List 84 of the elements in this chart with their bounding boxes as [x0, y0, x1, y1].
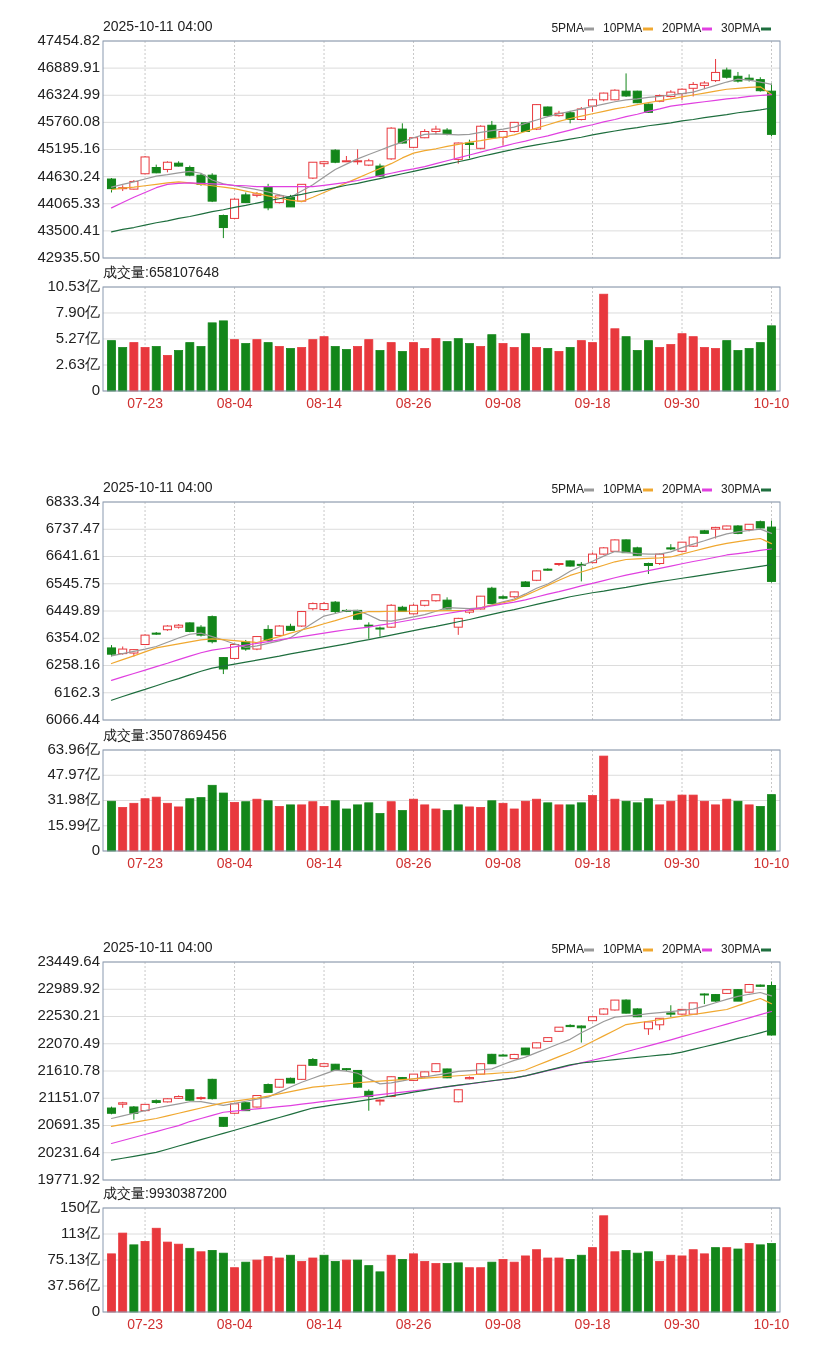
x-tick-label: 09-08 — [485, 855, 522, 871]
y-tick-label: 0 — [91, 1301, 100, 1319]
y-tick-label: 22070.49 — [37, 1033, 100, 1051]
legend-label: 20PMA — [662, 21, 702, 36]
y-tick-label: 75.13亿 — [47, 1249, 100, 1267]
legend-label: 30PMA — [721, 482, 761, 497]
legend-label: 10PMA — [603, 482, 643, 497]
x-tick-label: 07-23 — [127, 1316, 164, 1332]
y-tick-label: 6545.75 — [45, 573, 100, 591]
y-tick-label: 15.99亿 — [47, 815, 100, 833]
y-tick-label: 5.27亿 — [55, 328, 100, 346]
x-tick-label: 07-23 — [127, 395, 164, 411]
y-tick-label: 21610.78 — [37, 1060, 100, 1078]
y-tick-label: 46324.99 — [37, 85, 100, 103]
y-tick-label: 6449.89 — [45, 600, 100, 618]
chart-title: 成交量:9930387200 — [103, 1185, 227, 1201]
chart-title: 2025-10-11 04:00 — [103, 18, 213, 34]
y-tick-label: 6737.47 — [45, 519, 100, 537]
chart-title: 2025-10-11 04:00 — [103, 939, 213, 955]
x-tick-label: 09-30 — [664, 855, 701, 871]
chart-title: 成交量:3507869456 — [103, 727, 227, 743]
x-tick-label: 10-10 — [753, 855, 790, 871]
legend-label: 20PMA — [662, 942, 702, 957]
y-tick-label: 7.90亿 — [55, 302, 100, 320]
y-tick-label: 44630.24 — [37, 166, 100, 184]
x-tick-label: 07-23 — [127, 855, 164, 871]
y-tick-label: 21151.07 — [38, 1088, 100, 1106]
y-tick-label: 37.56亿 — [47, 1275, 100, 1293]
x-tick-label: 09-18 — [574, 855, 611, 871]
x-tick-label: 08-04 — [216, 395, 253, 411]
y-tick-label: 113亿 — [61, 1223, 100, 1241]
x-tick-label: 09-30 — [664, 1316, 701, 1332]
y-tick-label: 22989.92 — [37, 979, 100, 997]
y-tick-label: 46889.91 — [37, 58, 100, 76]
y-tick-label: 44065.33 — [37, 193, 100, 211]
y-tick-label: 22530.21 — [37, 1006, 100, 1024]
x-tick-label: 09-08 — [485, 395, 522, 411]
y-tick-label: 6258.16 — [45, 655, 100, 673]
x-tick-label: 09-30 — [664, 395, 701, 411]
y-tick-label: 42935.50 — [37, 247, 100, 265]
legend-label: 30PMA — [721, 21, 761, 36]
x-tick-label: 08-14 — [306, 395, 343, 411]
y-tick-label: 6833.34 — [45, 491, 100, 509]
y-tick-label: 20231.64 — [37, 1142, 100, 1160]
y-tick-label: 20691.35 — [37, 1115, 100, 1133]
x-tick-label: 09-18 — [574, 395, 611, 411]
y-tick-label: 45195.16 — [37, 139, 100, 157]
x-tick-label: 08-14 — [306, 855, 343, 871]
y-tick-label: 47454.82 — [37, 30, 100, 48]
y-tick-label: 23449.64 — [37, 951, 100, 969]
x-tick-label: 10-10 — [753, 1316, 790, 1332]
y-tick-label: 31.98亿 — [47, 790, 100, 808]
x-tick-label: 08-26 — [395, 855, 432, 871]
y-tick-label: 63.96亿 — [47, 739, 100, 757]
y-tick-label: 150亿 — [59, 1197, 100, 1215]
x-tick-label: 08-14 — [306, 1316, 343, 1332]
y-tick-label: 43500.41 — [37, 220, 100, 238]
x-tick-label: 09-18 — [574, 1316, 611, 1332]
y-tick-label: 47.97亿 — [47, 765, 100, 783]
y-tick-label: 45760.08 — [37, 112, 100, 130]
chart-title: 成交量:658107648 — [103, 264, 220, 280]
y-tick-label: 6066.44 — [45, 709, 100, 727]
y-tick-label: 0 — [91, 840, 100, 858]
legend-label: 5PMA — [551, 482, 585, 497]
x-tick-label: 08-04 — [216, 1316, 253, 1332]
y-tick-label: 0 — [91, 380, 100, 398]
y-tick-label: 6162.3 — [54, 682, 100, 700]
legend-label: 5PMA — [551, 21, 585, 36]
y-tick-label: 2.63亿 — [55, 354, 100, 372]
y-tick-label: 6641.61 — [45, 546, 100, 564]
chart-title: 2025-10-11 04:00 — [103, 479, 213, 495]
x-tick-label: 08-04 — [216, 855, 253, 871]
legend-label: 10PMA — [603, 21, 643, 36]
legend-label: 20PMA — [662, 482, 702, 497]
x-tick-label: 08-26 — [395, 1316, 432, 1332]
x-tick-label: 10-10 — [753, 395, 790, 411]
y-tick-label: 6354.02 — [45, 628, 100, 646]
legend-label: 10PMA — [603, 942, 643, 957]
x-tick-label: 08-26 — [395, 395, 432, 411]
legend-label: 30PMA — [721, 942, 761, 957]
y-tick-label: 10.53亿 — [47, 276, 100, 294]
y-tick-label: 19771.92 — [37, 1169, 100, 1187]
x-tick-label: 09-08 — [485, 1316, 522, 1332]
legend-label: 5PMA — [551, 942, 585, 957]
